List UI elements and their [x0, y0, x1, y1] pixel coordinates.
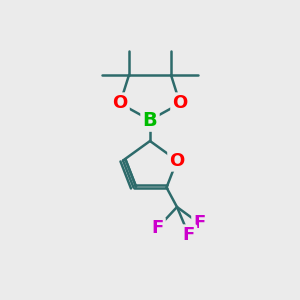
Text: O: O — [172, 94, 188, 112]
Text: O: O — [112, 94, 128, 112]
Text: O: O — [169, 152, 184, 169]
Text: F: F — [152, 219, 164, 237]
Text: F: F — [183, 226, 195, 244]
Text: B: B — [142, 110, 158, 130]
Text: F: F — [194, 214, 206, 232]
